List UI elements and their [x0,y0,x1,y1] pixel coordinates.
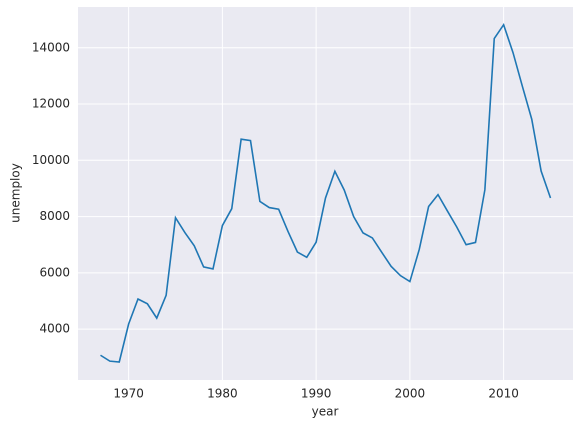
x-tick-label: 1980 [207,387,238,401]
x-axis-label: year [312,405,339,419]
y-tick-label: 4000 [39,322,70,336]
x-tick-label: 2000 [395,387,426,401]
x-tick-label: 1990 [301,387,332,401]
y-tick-label: 10000 [32,153,70,167]
y-tick-label: 12000 [32,97,70,111]
y-tick-label: 8000 [39,209,70,223]
line [100,22,552,363]
x-tick-label: 2010 [488,387,519,401]
y-axis-label: unemploy [9,163,23,223]
y-tick-label: 14000 [32,40,70,54]
plot-area [78,7,573,380]
y-tick-label: 6000 [39,265,70,279]
x-tick-label: 1970 [113,387,144,401]
